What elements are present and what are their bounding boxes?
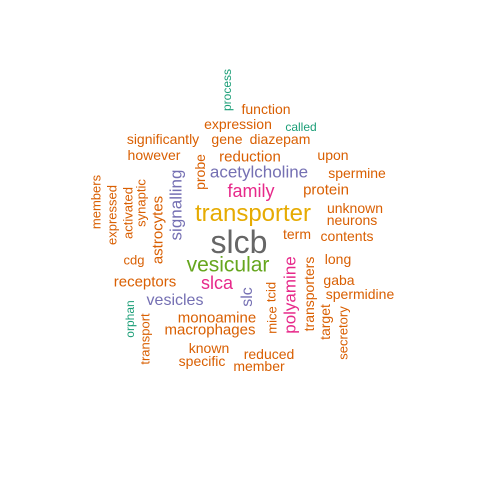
cloud-word-secretory: secretory: [335, 306, 351, 360]
cloud-word-orphan: orphan: [123, 300, 137, 338]
cloud-word-members: members: [88, 174, 104, 230]
cloud-word-gaba: gaba: [323, 272, 355, 288]
cloud-word-function: function: [241, 101, 291, 117]
cloud-word-unknown: unknown: [326, 200, 384, 216]
cloud-word-cdg: cdg: [123, 252, 145, 268]
cloud-word-target: target: [317, 304, 333, 340]
cloud-word-protein: protein: [303, 181, 349, 199]
cloud-word-spermidine: spermidine: [325, 286, 395, 302]
cloud-word-member: member: [233, 358, 285, 374]
cloud-word-expressed: expressed: [104, 185, 120, 245]
cloud-word-probe: probe: [192, 154, 208, 190]
cloud-word-astrocytes: astrocytes: [149, 195, 167, 265]
cloud-word-macrophages: macrophages: [164, 321, 256, 339]
cloud-word-upon: upon: [317, 147, 349, 163]
cloud-word-receptors: receptors: [113, 273, 177, 291]
cloud-word-signalling: signalling: [166, 169, 186, 241]
cloud-word-however: however: [127, 147, 181, 163]
cloud-word-acetylcholine: acetylcholine: [209, 162, 309, 182]
cloud-word-specific: specific: [178, 353, 226, 369]
cloud-word-polyamine: polyamine: [280, 256, 300, 334]
cloud-word-vesicles: vesicles: [146, 292, 204, 309]
cloud-word-monoamine: monoamine: [177, 309, 257, 327]
cloud-word-expression: expression: [204, 116, 272, 132]
cloud-word-called: called: [285, 120, 317, 134]
cloud-word-transport: transport: [137, 313, 153, 365]
cloud-word-family: family: [227, 181, 275, 201]
cloud-word-diazepam: diazepam: [249, 131, 311, 147]
cloud-word-vesicular: vesicular: [186, 253, 270, 277]
cloud-word-contents: contents: [320, 228, 374, 244]
cloud-word-slca: slca: [200, 273, 234, 293]
cloud-word-mice: mice: [264, 306, 280, 334]
cloud-word-neurons: neurons: [326, 212, 378, 228]
cloud-word-reduced: reduced: [243, 346, 295, 362]
cloud-word-synaptic: synaptic: [133, 179, 149, 227]
cloud-word-slcb: slcb: [210, 224, 268, 260]
cloud-word-term: term: [283, 226, 311, 242]
cloud-word-tcid: tcid: [263, 281, 279, 303]
cloud-word-slc: slc: [239, 287, 256, 307]
cloud-word-spermine: spermine: [328, 165, 386, 181]
cloud-word-known: known: [188, 340, 230, 356]
cloud-word-transporters: transporters: [301, 256, 317, 332]
cloud-word-process: process: [220, 68, 234, 112]
cloud-word-reduction: reduction: [219, 148, 281, 166]
cloud-word-gene: gene: [211, 131, 243, 147]
cloud-word-transporter: transporter: [194, 200, 312, 227]
cloud-word-long: long: [324, 251, 352, 267]
cloud-word-significantly: significantly: [126, 131, 200, 147]
